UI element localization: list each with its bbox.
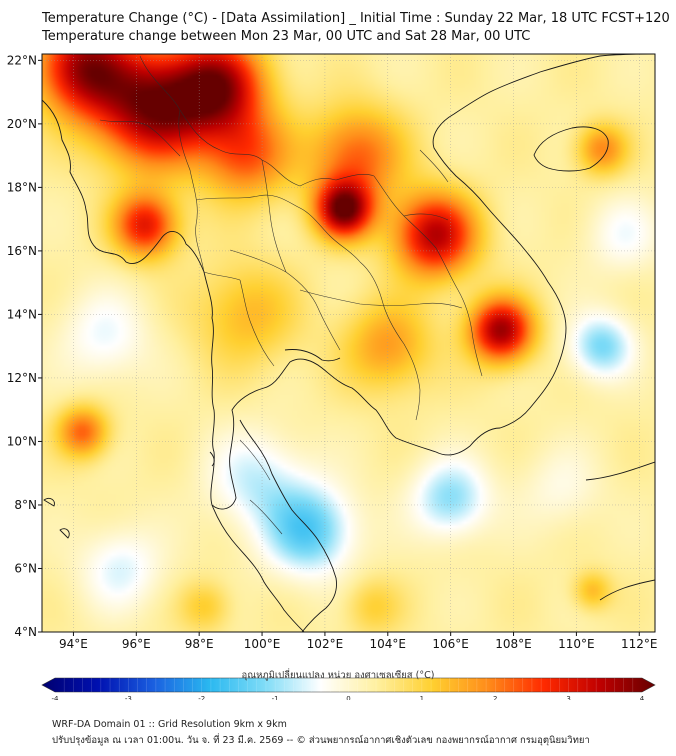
longitude-tick-label: 106°E (432, 637, 469, 651)
footer-update-credit: ปรับปรุงข้อมูล ณ เวลา 01:00น. วัน จ. ที่… (52, 735, 590, 746)
longitude-tick-label: 100°E (244, 637, 281, 651)
colorbar-ticks: -4 -3 -2 -1 0 1 2 3 4 (52, 678, 645, 700)
latitude-tick-label: 14°N (7, 307, 37, 321)
map-title-line2: Temperature change between Mon 23 Mar, 0… (42, 29, 531, 44)
longitude-tick-label: 94°E (59, 637, 88, 651)
province-borders (99, 55, 483, 535)
colorbar-tick-label: -3 (125, 695, 132, 700)
map-frame (41, 53, 656, 633)
colorbar-tick-label: -4 (52, 695, 60, 700)
latitude-tick-label: 4°N (14, 625, 37, 639)
temperature-field (42, 54, 655, 632)
colorbar-tick-label: 4 (640, 695, 645, 700)
latitude-tick-label: 8°N (14, 498, 37, 512)
colorbar-tick-label: -2 (198, 695, 205, 700)
latitude-tick-label: 22°N (7, 53, 37, 67)
latitude-tick-label: 20°N (7, 117, 37, 131)
longitude-tick-label: 102°E (307, 637, 344, 651)
colorbar-label: อุณหภูมิเปลี่ยนแปลง หน่วย องศาเซลเซียส (… (241, 670, 435, 681)
colorbar-tick-label: 1 (420, 695, 424, 700)
map-title-line1: Temperature Change (°C) - [Data Assimila… (42, 11, 670, 26)
longitude-axis: 94°E 96°E 98°E 100°E 102°E 104°E 106°E 108°E 110… (59, 632, 658, 651)
colorbar-tick-label: 3 (566, 695, 570, 700)
longitude-tick-label: 98°E (185, 637, 214, 651)
temperature-map: 94°E 96°E 98°E 100°E 102°E 104°E 106°E 108°E 110… (7, 53, 658, 700)
coastlines (42, 54, 655, 632)
latitude-tick-label: 16°N (7, 244, 37, 258)
longitude-tick-label: 96°E (122, 637, 151, 651)
longitude-tick-label: 108°E (495, 637, 532, 651)
latitude-tick-label: 12°N (7, 371, 37, 385)
longitude-tick-label: 110°E (558, 637, 595, 651)
footer-model-info: WRF-DA Domain 01 :: Grid Resolution 9km … (52, 719, 287, 730)
latitude-tick-label: 10°N (7, 434, 37, 448)
longitude-tick-label: 104°E (370, 637, 407, 651)
latitude-tick-label: 6°N (14, 561, 37, 575)
latitude-axis: 4°N 6°N 8°N 10°N 12°N 14°N 16°N 18°N 20°N 22°N (7, 53, 42, 639)
longitude-tick-label: 112°E (621, 637, 658, 651)
colorbar-tick-label: 0 (346, 695, 350, 700)
latitude-tick-label: 18°N (7, 180, 37, 194)
colorbar: -4 -3 -2 -1 0 1 2 3 4 (41, 677, 656, 700)
colorbar-tick-label: 2 (493, 695, 497, 700)
colorbar-tick-label: -1 (272, 695, 279, 700)
